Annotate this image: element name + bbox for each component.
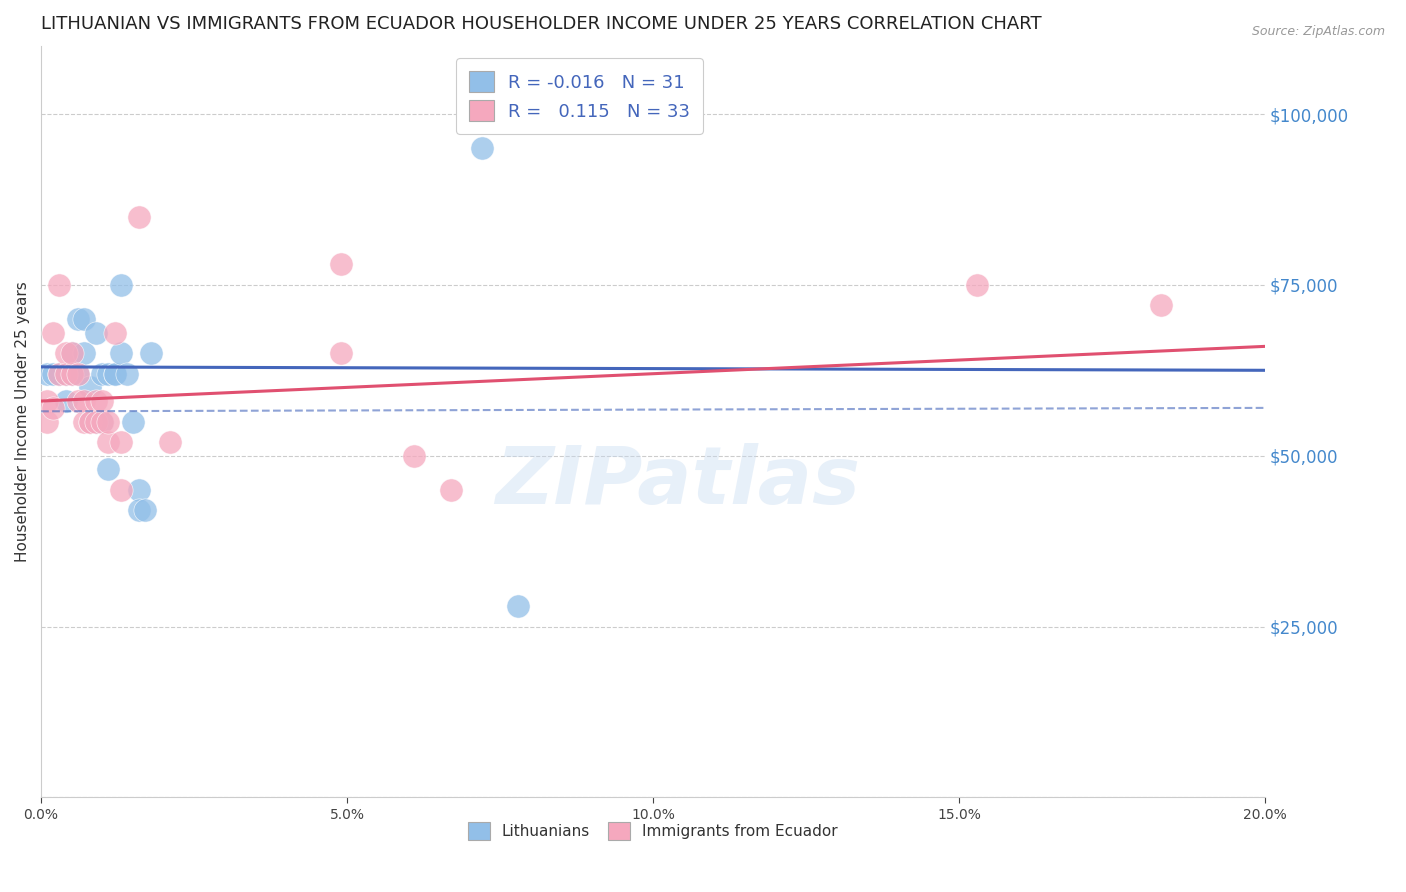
Point [48,367,70,381]
Point [97,462,120,476]
Point [55,367,77,381]
Legend: Lithuanians, Immigrants from Ecuador: Lithuanians, Immigrants from Ecuador [463,816,844,847]
Point [73,346,96,360]
Point [48,277,70,292]
Point [60,346,83,360]
Point [110,346,132,360]
Point [37,367,59,381]
Point [66,312,89,326]
Point [79,415,101,429]
Point [79,415,101,429]
Point [60,367,83,381]
Point [122,415,145,429]
Point [440,483,463,497]
Point [103,326,125,340]
Point [42,326,65,340]
Point [84,415,107,429]
Point [141,346,163,360]
Point [329,346,352,360]
Point [471,141,494,155]
Point [66,394,89,409]
Point [91,394,114,409]
Point [110,277,132,292]
Point [84,326,107,340]
Point [966,277,988,292]
Point [55,346,77,360]
Point [91,367,114,381]
Point [79,380,101,394]
Point [55,367,77,381]
Point [110,435,132,450]
Point [66,367,89,381]
Point [91,415,114,429]
Point [128,503,150,517]
Point [404,449,426,463]
Point [37,415,59,429]
Point [97,435,120,450]
Point [508,599,530,613]
Point [48,367,70,381]
Point [97,415,120,429]
Point [110,483,132,497]
Point [128,483,150,497]
Text: Source: ZipAtlas.com: Source: ZipAtlas.com [1251,25,1385,38]
Point [103,367,125,381]
Point [159,435,181,450]
Text: ZIPatlas: ZIPatlas [495,442,860,521]
Point [103,367,125,381]
Point [60,346,83,360]
Point [84,394,107,409]
Point [73,394,96,409]
Point [115,367,138,381]
Point [60,367,83,381]
Point [55,394,77,409]
Point [79,415,101,429]
Point [37,394,59,409]
Point [84,415,107,429]
Point [42,367,65,381]
Point [42,401,65,415]
Text: LITHUANIAN VS IMMIGRANTS FROM ECUADOR HOUSEHOLDER INCOME UNDER 25 YEARS CORRELAT: LITHUANIAN VS IMMIGRANTS FROM ECUADOR HO… [41,15,1042,33]
Point [329,257,352,271]
Point [73,312,96,326]
Point [1150,298,1173,312]
Point [73,415,96,429]
Y-axis label: Householder Income Under 25 years: Householder Income Under 25 years [15,281,30,562]
Point [128,210,150,224]
Point [91,415,114,429]
Point [134,503,156,517]
Point [66,367,89,381]
Point [97,367,120,381]
